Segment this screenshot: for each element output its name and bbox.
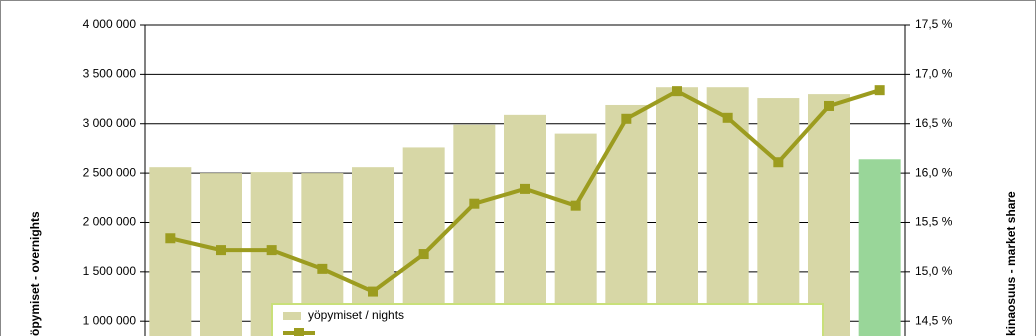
- marker: [722, 112, 733, 123]
- bar: [605, 104, 648, 336]
- legend-box: [271, 303, 824, 336]
- bar: [757, 98, 800, 336]
- legend-swatch: [294, 328, 304, 336]
- y-tick-label: 1 500 000: [83, 264, 137, 278]
- marker: [368, 286, 378, 297]
- bar: [858, 159, 901, 336]
- marker: [165, 233, 176, 244]
- y-tick-label: 2 000 000: [83, 215, 137, 229]
- legend-swatch: [283, 312, 301, 320]
- marker: [621, 113, 632, 124]
- y-tick-label: 2 500 000: [83, 165, 137, 179]
- marker: [773, 157, 784, 168]
- y2-axis-title: kinaosuus - market share: [1004, 191, 1018, 336]
- bar: [504, 114, 546, 336]
- marker: [317, 263, 328, 274]
- y2-tick-label: 17,5 %: [915, 17, 953, 31]
- y-tick-label: 4 000 000: [83, 17, 137, 31]
- y-axis-title: öpymiset - overnights: [28, 211, 42, 336]
- bar: [656, 87, 698, 336]
- y2-tick-label: 14,5 %: [915, 313, 953, 327]
- bar: [808, 94, 850, 336]
- bar: [453, 124, 496, 336]
- y2-tick-label: 17,0 %: [915, 67, 953, 81]
- y2-tick-label: 16,0 %: [915, 165, 953, 179]
- marker: [672, 86, 682, 97]
- marker: [874, 85, 885, 96]
- y-tick-label: 1 000 000: [83, 313, 137, 327]
- y2-tick-label: 15,0 %: [915, 264, 953, 278]
- marker: [216, 245, 226, 256]
- marker: [469, 198, 480, 209]
- bar: [149, 167, 192, 336]
- legend-label: yöpymiset / nights: [308, 308, 404, 322]
- bar: [706, 87, 749, 336]
- marker: [266, 245, 277, 256]
- marker: [824, 100, 834, 111]
- marker: [570, 200, 581, 211]
- marker: [418, 249, 429, 260]
- y-tick-label: 3 500 000: [83, 67, 137, 81]
- bar: [554, 133, 597, 336]
- marker: [520, 183, 530, 194]
- y2-tick-label: 15,5 %: [915, 215, 953, 229]
- y2-tick-label: 16,5 %: [915, 116, 953, 130]
- y-tick-label: 3 000 000: [83, 116, 137, 130]
